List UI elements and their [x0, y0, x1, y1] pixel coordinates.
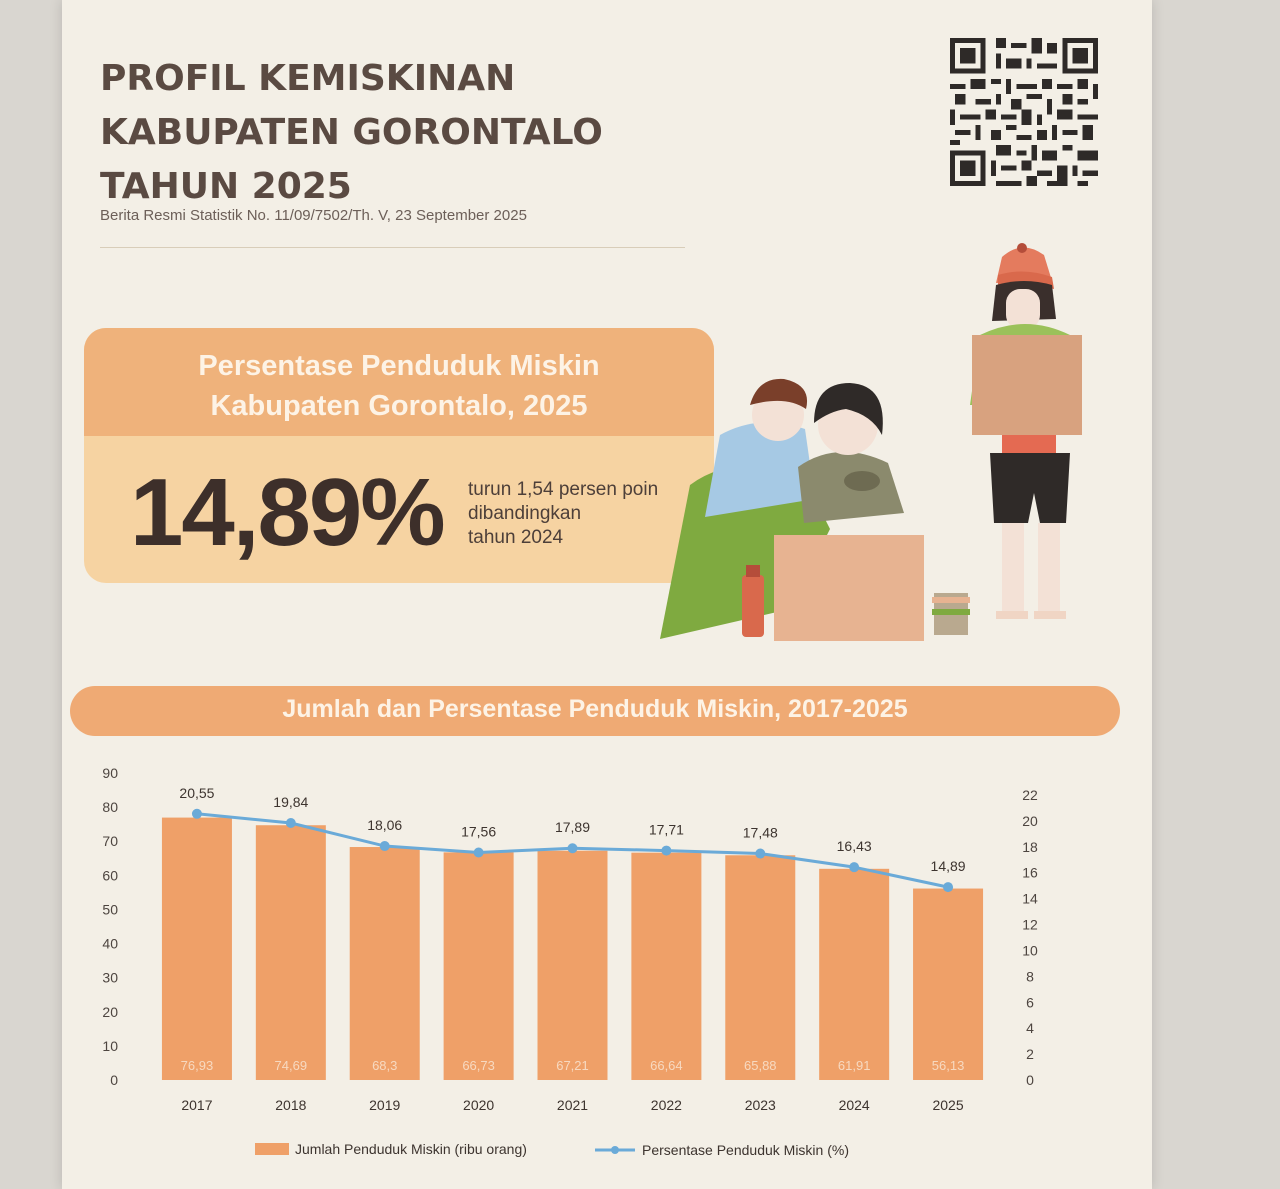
bar-2022 — [631, 852, 702, 1080]
bar-value-label-2025: 56,13 — [932, 1058, 965, 1073]
y-right-tick-label: 0 — [1026, 1072, 1034, 1088]
bar-value-label-2018: 74,69 — [275, 1058, 308, 1073]
percentage-value-label-2017: 20,55 — [179, 785, 214, 801]
x-tick-label-2021: 2021 — [557, 1097, 588, 1113]
x-tick-label-2018: 2018 — [275, 1097, 306, 1113]
highlight-heading-band: Persentase Penduduk Miskin Kabupaten Gor… — [84, 328, 714, 436]
chart-title-band: Jumlah dan Persentase Penduduk Miskin, 2… — [70, 686, 1120, 736]
y-left-tick-label: 70 — [102, 833, 118, 849]
percentage-value-label-2025: 14,89 — [931, 858, 966, 874]
y-right-tick-label: 20 — [1022, 813, 1038, 829]
percentage-point-2022 — [661, 845, 672, 856]
note-line-3: tahun 2024 — [468, 527, 564, 548]
bar-value-label-2021: 67,21 — [556, 1058, 589, 1073]
y-left-tick-label: 90 — [102, 765, 118, 781]
highlight-card: Persentase Penduduk Miskin Kabupaten Gor… — [84, 328, 714, 583]
poverty-rate-value: 14,89% — [130, 459, 446, 566]
y-right-tick-label: 2 — [1026, 1046, 1034, 1062]
bar-2020 — [443, 852, 514, 1080]
seated-people-illustration — [660, 378, 970, 641]
percentage-point-2023 — [755, 848, 766, 859]
bar-2023 — [725, 855, 796, 1080]
y-right-tick-label: 6 — [1026, 994, 1034, 1010]
percentage-value-label-2019: 18,06 — [367, 817, 402, 833]
y-left-tick-label: 20 — [102, 1004, 118, 1020]
percentage-point-2025 — [943, 882, 954, 893]
bar-value-label-2022: 66,64 — [650, 1058, 683, 1073]
standing-person-illustration — [970, 243, 1082, 619]
title-line-1: PROFIL KEMISKINAN — [100, 58, 516, 99]
bar-value-label-2020: 66,73 — [462, 1058, 495, 1073]
percentage-point-2017 — [191, 808, 202, 819]
publication-reference: Berita Resmi Statistik No. 11/09/7502/Th… — [100, 207, 527, 224]
y-left-tick-label: 50 — [102, 901, 118, 917]
page-title: PROFIL KEMISKINAN KABUPATEN GORONTALO TA… — [100, 52, 603, 214]
bar-value-label-2024: 61,91 — [838, 1058, 871, 1073]
bar-2017 — [161, 817, 232, 1080]
highlight-heading-line-1: Persentase Penduduk Miskin — [198, 350, 600, 382]
percentage-value-label-2022: 17,71 — [649, 822, 684, 838]
y-left-tick-label: 0 — [110, 1072, 118, 1088]
y-right-tick-label: 8 — [1026, 968, 1034, 984]
percentage-point-2020 — [473, 847, 484, 858]
percentage-point-2019 — [379, 841, 390, 852]
x-tick-label-2024: 2024 — [839, 1097, 870, 1113]
bar-2025 — [913, 888, 984, 1080]
y-left-tick-label: 80 — [102, 799, 118, 815]
legend-bar-label: Jumlah Penduduk Miskin (ribu orang) — [295, 1141, 527, 1157]
y-left-tick-label: 30 — [102, 970, 118, 986]
chart-title: Jumlah dan Persentase Penduduk Miskin, 2… — [282, 695, 908, 723]
y-left-tick-label: 60 — [102, 867, 118, 883]
poverty-rate-note: turun 1,54 persen poin dibandingkan tahu… — [468, 478, 708, 550]
bar-2024 — [819, 868, 890, 1080]
x-tick-label-2022: 2022 — [651, 1097, 682, 1113]
bar-2019 — [349, 847, 420, 1080]
percentage-value-label-2021: 17,89 — [555, 819, 590, 835]
y-right-tick-label: 14 — [1022, 891, 1038, 907]
y-right-tick-label: 4 — [1026, 1020, 1034, 1036]
title-line-3: TAHUN 2025 — [100, 166, 352, 207]
percentage-point-2021 — [567, 843, 578, 854]
y-left-tick-label: 40 — [102, 936, 118, 952]
people-illustration-icon — [660, 243, 1082, 641]
y-right-tick-label: 22 — [1022, 787, 1038, 803]
y-right-tick-label: 16 — [1022, 865, 1038, 881]
note-line-2: dibandingkan — [468, 503, 582, 524]
note-line-1: turun 1,54 persen poin — [468, 479, 659, 500]
highlight-heading-line-2: Kabupaten Gorontalo, 2025 — [210, 390, 588, 422]
y-right-tick-label: 10 — [1022, 942, 1038, 958]
percentage-point-2018 — [285, 817, 296, 828]
percentage-value-label-2020: 17,56 — [461, 824, 496, 840]
bar-value-label-2023: 65,88 — [744, 1058, 777, 1073]
poverty-chart: 0102030405060708090024681012141618202276… — [102, 765, 1038, 1158]
bar-value-label-2019: 68,3 — [372, 1058, 397, 1073]
x-tick-label-2023: 2023 — [745, 1097, 776, 1113]
y-right-tick-label: 12 — [1022, 917, 1038, 933]
percentage-value-label-2024: 16,43 — [837, 838, 872, 854]
highlight-heading: Persentase Penduduk Miskin Kabupaten Gor… — [84, 346, 714, 426]
legend-bar-swatch — [255, 1143, 289, 1155]
legend-line-marker — [611, 1146, 619, 1154]
x-tick-label-2017: 2017 — [181, 1097, 212, 1113]
bar-2021 — [537, 850, 608, 1080]
legend-line-label: Persentase Penduduk Miskin (%) — [642, 1142, 849, 1158]
percentage-point-2024 — [849, 862, 860, 873]
qr-code-icon[interactable] — [950, 38, 1098, 186]
percentage-value-label-2018: 19,84 — [273, 794, 308, 810]
x-tick-label-2025: 2025 — [932, 1097, 963, 1113]
y-right-tick-label: 18 — [1022, 839, 1038, 855]
bar-value-label-2017: 76,93 — [181, 1058, 214, 1073]
header-divider — [100, 247, 685, 248]
y-left-tick-label: 10 — [102, 1038, 118, 1054]
title-line-2: KABUPATEN GORONTALO — [100, 112, 603, 153]
x-tick-label-2020: 2020 — [463, 1097, 494, 1113]
percentage-value-label-2023: 17,48 — [743, 825, 778, 841]
bar-2018 — [255, 825, 326, 1080]
x-tick-label-2019: 2019 — [369, 1097, 400, 1113]
